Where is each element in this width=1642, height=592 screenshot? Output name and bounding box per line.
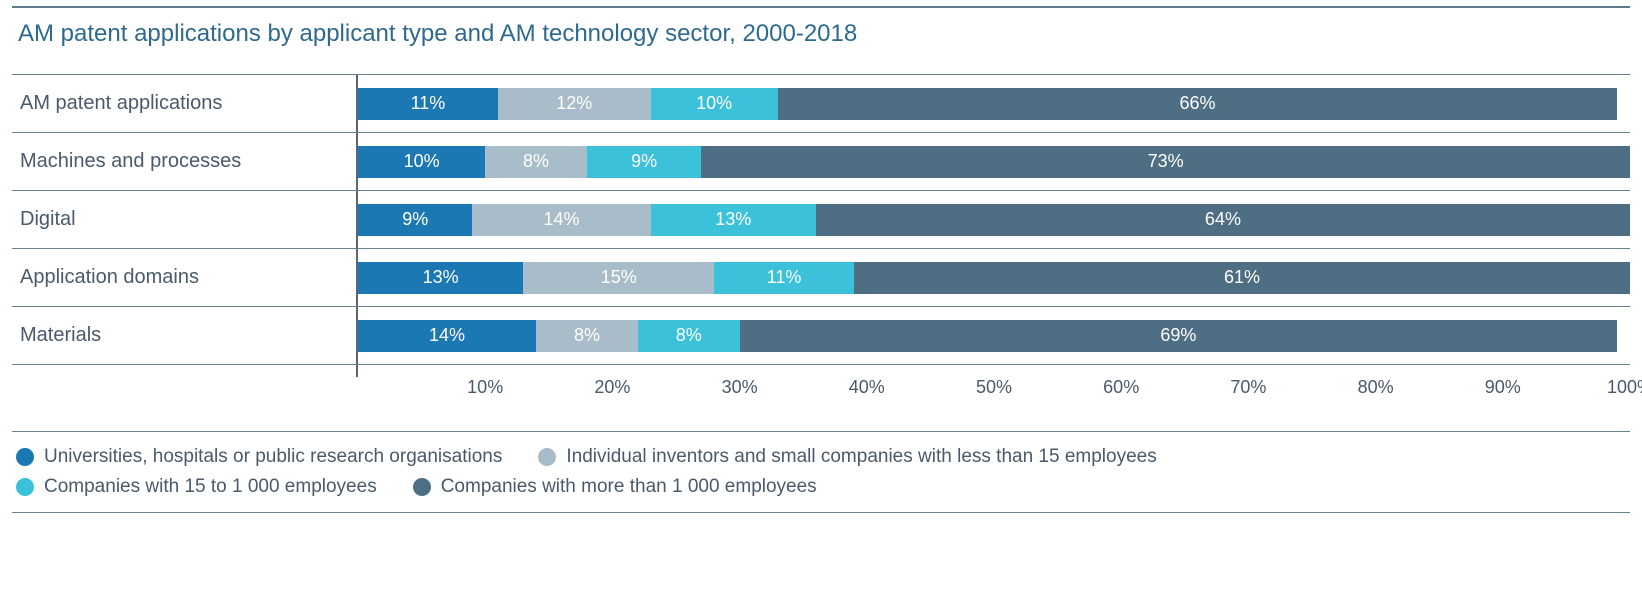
row-label: Machines and processes xyxy=(12,150,356,173)
bar-segment-individuals_small: 14% xyxy=(472,204,650,236)
row-bars-wrap: 10%8%9%73% xyxy=(356,133,1630,190)
legend-swatch-icon xyxy=(413,478,431,496)
legend-label: Companies with 15 to 1 000 employees xyxy=(44,476,377,498)
bar-segment-mid_companies: 10% xyxy=(651,88,778,120)
chart-row: Digital9%14%13%64% xyxy=(12,190,1630,248)
bar-segment-mid_companies: 8% xyxy=(638,320,740,352)
x-axis: 10%20%30%40%50%60%70%80%90%100% xyxy=(12,365,1630,407)
legend-item-mid_companies: Companies with 15 to 1 000 employees xyxy=(16,476,377,498)
legend-swatch-icon xyxy=(16,478,34,496)
legend-item-universities: Universities, hospitals or public resear… xyxy=(16,446,502,468)
legend-item-individuals_small: Individual inventors and small companies… xyxy=(538,446,1156,468)
legend-swatch-icon xyxy=(16,448,34,466)
axis-ticks: 10%20%30%40%50%60%70%80%90%100% xyxy=(356,365,1630,377)
row-bars: 13%15%11%61% xyxy=(358,262,1630,294)
row-bars-wrap: 9%14%13%64% xyxy=(356,191,1630,248)
axis-tick: 10% xyxy=(467,377,503,398)
chart-area: AM patent applications11%12%10%66%Machin… xyxy=(12,74,1630,407)
legend-line: Companies with 15 to 1 000 employees Comp… xyxy=(16,472,1626,502)
row-label: Digital xyxy=(12,208,356,231)
row-bars-wrap: 11%12%10%66% xyxy=(356,75,1630,132)
row-bars: 14%8%8%69% xyxy=(358,320,1630,352)
legend-label: Individual inventors and small companies… xyxy=(566,446,1156,468)
legend: Universities, hospitals or public resear… xyxy=(12,431,1630,513)
bar-segment-individuals_small: 8% xyxy=(485,146,587,178)
axis-tick: 50% xyxy=(976,377,1012,398)
bar-segment-individuals_small: 12% xyxy=(498,88,651,120)
legend-label: Universities, hospitals or public resear… xyxy=(44,446,502,468)
bar-segment-universities: 11% xyxy=(358,88,498,120)
axis-tick: 70% xyxy=(1230,377,1266,398)
row-label: Materials xyxy=(12,324,356,347)
axis-tick: 20% xyxy=(594,377,630,398)
bar-segment-large_companies: 69% xyxy=(740,320,1618,352)
bar-segment-universities: 13% xyxy=(358,262,523,294)
bar-segment-large_companies: 64% xyxy=(816,204,1630,236)
row-bars: 9%14%13%64% xyxy=(358,204,1630,236)
chart-row: AM patent applications11%12%10%66% xyxy=(12,74,1630,132)
axis-tick: 60% xyxy=(1103,377,1139,398)
bar-segment-large_companies: 61% xyxy=(854,262,1630,294)
legend-label: Companies with more than 1 000 employees xyxy=(441,476,817,498)
row-bars: 10%8%9%73% xyxy=(358,146,1630,178)
bar-segment-universities: 14% xyxy=(358,320,536,352)
bar-segment-universities: 9% xyxy=(358,204,472,236)
chart-row: Application domains13%15%11%61% xyxy=(12,248,1630,306)
row-label: Application domains xyxy=(12,266,356,289)
bar-segment-large_companies: 66% xyxy=(778,88,1618,120)
bar-segment-mid_companies: 13% xyxy=(651,204,816,236)
row-bars-wrap: 14%8%8%69% xyxy=(356,307,1630,364)
axis-tick: 80% xyxy=(1358,377,1394,398)
chart-container: AM patent applications by applicant type… xyxy=(0,0,1642,521)
axis-spacer xyxy=(12,365,356,407)
bar-segment-mid_companies: 11% xyxy=(714,262,854,294)
chart-row: Machines and processes10%8%9%73% xyxy=(12,132,1630,190)
legend-line: Universities, hospitals or public resear… xyxy=(16,442,1626,472)
axis-tick: 30% xyxy=(722,377,758,398)
bar-segment-large_companies: 73% xyxy=(701,146,1630,178)
axis-tick: 40% xyxy=(849,377,885,398)
bar-segment-universities: 10% xyxy=(358,146,485,178)
chart-title: AM patent applications by applicant type… xyxy=(12,16,1630,74)
legend-item-large_companies: Companies with more than 1 000 employees xyxy=(413,476,817,498)
axis-tick: 100% xyxy=(1607,377,1642,398)
row-bars-wrap: 13%15%11%61% xyxy=(356,249,1630,306)
axis-tick: 90% xyxy=(1485,377,1521,398)
legend-lines: Universities, hospitals or public resear… xyxy=(16,442,1626,502)
bar-segment-individuals_small: 8% xyxy=(536,320,638,352)
legend-swatch-icon xyxy=(538,448,556,466)
row-bars: 11%12%10%66% xyxy=(358,88,1630,120)
chart-row: Materials14%8%8%69% xyxy=(12,306,1630,364)
bar-segment-mid_companies: 9% xyxy=(587,146,701,178)
chart-rows: AM patent applications11%12%10%66%Machin… xyxy=(12,74,1630,364)
top-rule xyxy=(12,6,1630,8)
bar-segment-individuals_small: 15% xyxy=(523,262,714,294)
row-label: AM patent applications xyxy=(12,92,356,115)
